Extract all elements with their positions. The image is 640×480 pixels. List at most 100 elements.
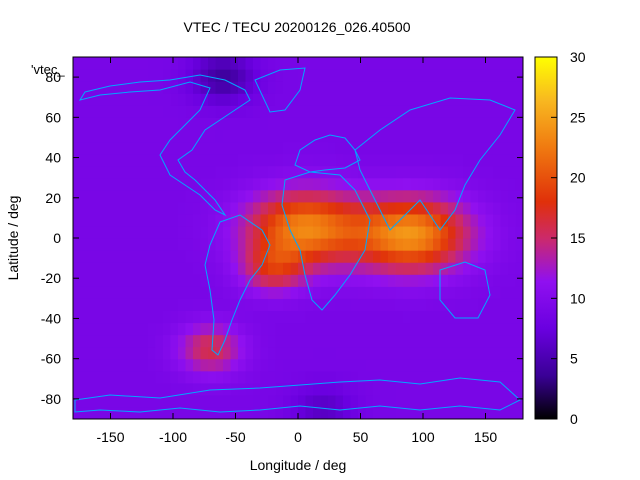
heatmap-cell — [170, 69, 179, 82]
heatmap-cell — [403, 406, 412, 419]
heatmap-cell — [478, 298, 487, 311]
heatmap-cell — [185, 262, 194, 275]
heatmap-cell — [223, 189, 232, 203]
heatmap-cell — [448, 57, 457, 70]
heatmap-cell — [155, 201, 164, 215]
heatmap-cell — [88, 57, 97, 70]
heatmap-cell — [103, 250, 112, 263]
heatmap-cell — [433, 189, 442, 203]
heatmap-cell — [410, 129, 419, 143]
heatmap-cell — [343, 189, 352, 203]
heatmap-cell — [103, 298, 112, 311]
heatmap-cell — [95, 262, 104, 275]
heatmap-cell — [215, 250, 224, 263]
heatmap-cell — [185, 286, 194, 299]
heatmap-cell — [395, 382, 404, 396]
heatmap-cell — [253, 262, 262, 275]
heatmap-cell — [193, 189, 202, 203]
heatmap-cell — [88, 250, 97, 263]
heatmap-cell — [268, 346, 277, 360]
heatmap-cell — [283, 346, 292, 360]
heatmap-cell — [238, 310, 247, 324]
heatmap-cell — [500, 177, 509, 191]
heatmap-cell — [178, 274, 187, 287]
heatmap-cell — [418, 153, 427, 167]
heatmap-cell — [178, 262, 187, 275]
heatmap-cell — [365, 201, 374, 215]
heatmap-cell — [215, 81, 224, 94]
heatmap-cell — [418, 286, 427, 299]
heatmap-cell — [193, 129, 202, 143]
heatmap-cell — [238, 274, 247, 287]
heatmap-cell — [358, 370, 367, 384]
heatmap-cell — [110, 298, 119, 311]
y-tick-label: 40 — [45, 150, 61, 166]
heatmap-cell — [125, 177, 134, 191]
heatmap-cell — [223, 81, 232, 94]
heatmap-cell — [440, 141, 449, 155]
heatmap-cell — [215, 105, 224, 118]
heatmap-cell — [178, 322, 187, 336]
heatmap-cell — [230, 213, 239, 227]
heatmap-cell — [500, 262, 509, 275]
heatmap-cell — [335, 310, 344, 324]
heatmap-cell — [328, 177, 337, 191]
heatmap-cell — [170, 406, 179, 419]
heatmap-cell — [358, 189, 367, 203]
heatmap-cell — [185, 129, 194, 143]
heatmap-cell — [230, 238, 239, 251]
heatmap-cell — [388, 141, 397, 155]
heatmap-cell — [500, 57, 509, 70]
heatmap-cell — [230, 286, 239, 299]
heatmap-cell — [448, 153, 457, 167]
heatmap-cell — [410, 250, 419, 263]
heatmap-cell — [245, 201, 254, 215]
heatmap-cell — [80, 298, 89, 311]
heatmap-cell — [358, 298, 367, 311]
heatmap-cell — [418, 274, 427, 287]
heatmap-cell — [103, 141, 112, 155]
heatmap-cell — [140, 250, 149, 263]
heatmap-cell — [328, 57, 337, 70]
heatmap-cell — [73, 165, 82, 179]
heatmap-cell — [125, 250, 134, 263]
heatmap-cell — [103, 370, 112, 384]
heatmap-cell — [350, 93, 359, 106]
heatmap-cell — [343, 370, 352, 384]
heatmap-cell — [335, 298, 344, 311]
heatmap-cell — [245, 286, 254, 299]
heatmap-cell — [193, 394, 202, 408]
heatmap-cell — [260, 286, 269, 299]
heatmap-cell — [455, 165, 464, 179]
heatmap-cell — [463, 250, 472, 263]
heatmap-cell — [245, 141, 254, 155]
heatmap-cell — [118, 382, 127, 396]
heatmap-cell — [350, 129, 359, 143]
heatmap-cell — [410, 81, 419, 94]
heatmap-cell — [148, 153, 157, 167]
heatmap-cell — [253, 189, 262, 203]
heatmap-cell — [238, 406, 247, 419]
heatmap-cell — [448, 117, 457, 130]
heatmap-cell — [80, 262, 89, 275]
heatmap-cell — [515, 201, 523, 215]
heatmap-cell — [343, 238, 352, 251]
heatmap-cell — [155, 406, 164, 419]
heatmap-cell — [118, 141, 127, 155]
heatmap-cell — [365, 394, 374, 408]
heatmap-cell — [298, 298, 307, 311]
heatmap-cell — [193, 358, 202, 372]
heatmap-cell — [170, 262, 179, 275]
heatmap-cell — [380, 274, 389, 287]
heatmap-cell — [485, 129, 494, 143]
heatmap-cell — [178, 370, 187, 384]
heatmap-cell — [448, 141, 457, 155]
heatmap-cell — [238, 225, 247, 239]
heatmap-cell — [223, 69, 232, 82]
heatmap-cell — [395, 274, 404, 287]
heatmap-cell — [245, 105, 254, 118]
heatmap-cell — [493, 177, 502, 191]
heatmap-cell — [493, 310, 502, 324]
heatmap-cell — [73, 93, 82, 106]
x-tick-label: 0 — [294, 429, 302, 445]
